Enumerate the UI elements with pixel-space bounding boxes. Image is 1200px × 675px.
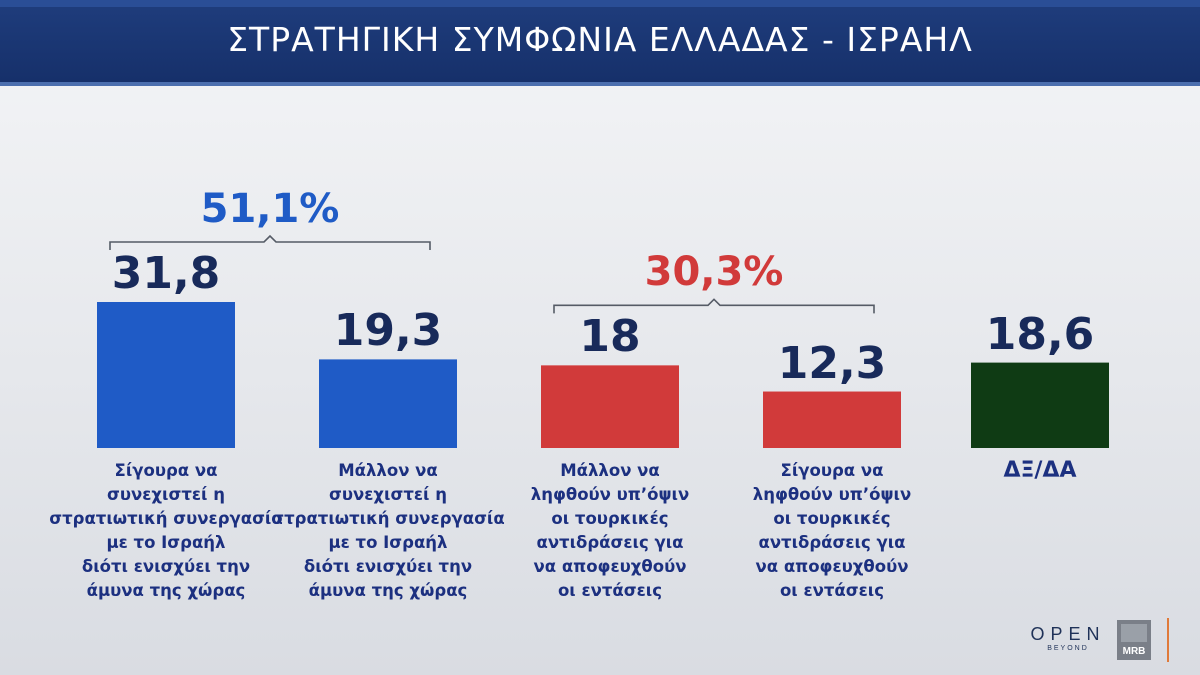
- category-label-line: ληφθούν υπ’όψιν: [530, 485, 690, 504]
- category-label-line: ΔΞ/ΔΑ: [1003, 458, 1077, 483]
- category-label-line: στρατιωτική συνεργασία: [271, 509, 505, 528]
- group-total-label-2: 30,3%: [644, 249, 784, 296]
- category-label-3: Μάλλον να ληφθούν υπ’όψιν οι τουρκικές αντι…: [485, 459, 735, 603]
- header-divider: [0, 82, 1200, 86]
- open-logo-subtitle: BEYOND: [1047, 645, 1089, 652]
- value-label-2: 19,3: [333, 305, 443, 357]
- category-label-line: στρατιωτική συνεργασία: [49, 509, 283, 528]
- category-label-2: Μάλλον να συνεχιστεί η στρατιωτική συνεργα…: [263, 459, 513, 603]
- header-accent: [0, 0, 1200, 7]
- category-label-line: αντιδράσεις για: [536, 533, 684, 552]
- category-label-line: άμυνα της χώρας: [86, 581, 246, 600]
- bar-2: [319, 359, 457, 448]
- page-title: ΣΤΡΑΤΗΓΙΚΗ ΣΥΜΦΩΝΙΑ ΕΛΛΑΔΑΣ - ΙΣΡΑΗΛ: [227, 20, 973, 59]
- bar-1: [97, 302, 235, 448]
- category-label-line: Μάλλον να: [560, 461, 660, 480]
- value-label-3: 18: [579, 311, 641, 363]
- group-total-label-1: 51,1%: [200, 186, 340, 232]
- category-label-4: Σίγουρα να ληφθούν υπ’όψιν οι τουρκικές αντ…: [707, 459, 957, 603]
- open-logo: OPEN: [1030, 624, 1106, 644]
- value-label-5: 18,6: [985, 308, 1095, 360]
- category-label-line: Μάλλον να: [338, 461, 438, 480]
- group-bracket-2: [553, 298, 875, 314]
- mrb-logo: MRB: [1117, 620, 1151, 660]
- bar-3: [541, 365, 679, 448]
- category-label-line: άμυνα της χώρας: [308, 581, 468, 600]
- header-bar: ΣΤΡΑΤΗΓΙΚΗ ΣΥΜΦΩΝΙΑ ΕΛΛΑΔΑΣ - ΙΣΡΑΗΛ: [0, 0, 1200, 82]
- category-label-line: αντιδράσεις για: [758, 533, 906, 552]
- category-label-line: διότι ενισχύει την: [303, 557, 473, 576]
- category-label-line: οι εντάσεις: [557, 581, 663, 600]
- category-label-line: με το Ισραήλ: [328, 533, 448, 552]
- category-label-line: συνεχιστεί η: [329, 485, 447, 504]
- category-label-1: Σίγουρα να συνεχιστεί η στρατιωτική συνεργ…: [41, 459, 291, 603]
- category-label-5: ΔΞ/ΔΑ: [915, 459, 1165, 483]
- category-label-line: να αποφευχθούν: [533, 557, 687, 576]
- value-label-1: 31,8: [111, 248, 221, 299]
- category-label-line: οι τουρκικές: [551, 509, 669, 528]
- logo-accent-bar: [1167, 618, 1169, 662]
- category-label-line: ληφθούν υπ’όψιν: [752, 485, 912, 504]
- mrb-logo-mark: [1121, 624, 1147, 642]
- mrb-logo-text: MRB: [1122, 646, 1146, 657]
- category-label-line: να αποφευχθούν: [755, 557, 909, 576]
- category-label-line: Σίγουρα να: [780, 461, 884, 480]
- category-label-line: με το Ισραήλ: [106, 533, 226, 552]
- category-label-line: διότι ενισχύει την: [81, 557, 251, 576]
- category-label-line: συνεχιστεί η: [107, 485, 225, 504]
- value-label-4: 12,3: [777, 337, 887, 389]
- category-label-line: Σίγουρα να: [114, 461, 218, 480]
- category-label-line: οι εντάσεις: [779, 581, 885, 600]
- bar-5: [971, 362, 1109, 448]
- group-bracket-1: [109, 234, 431, 250]
- category-label-line: οι τουρκικές: [773, 509, 891, 528]
- bar-4: [763, 391, 901, 448]
